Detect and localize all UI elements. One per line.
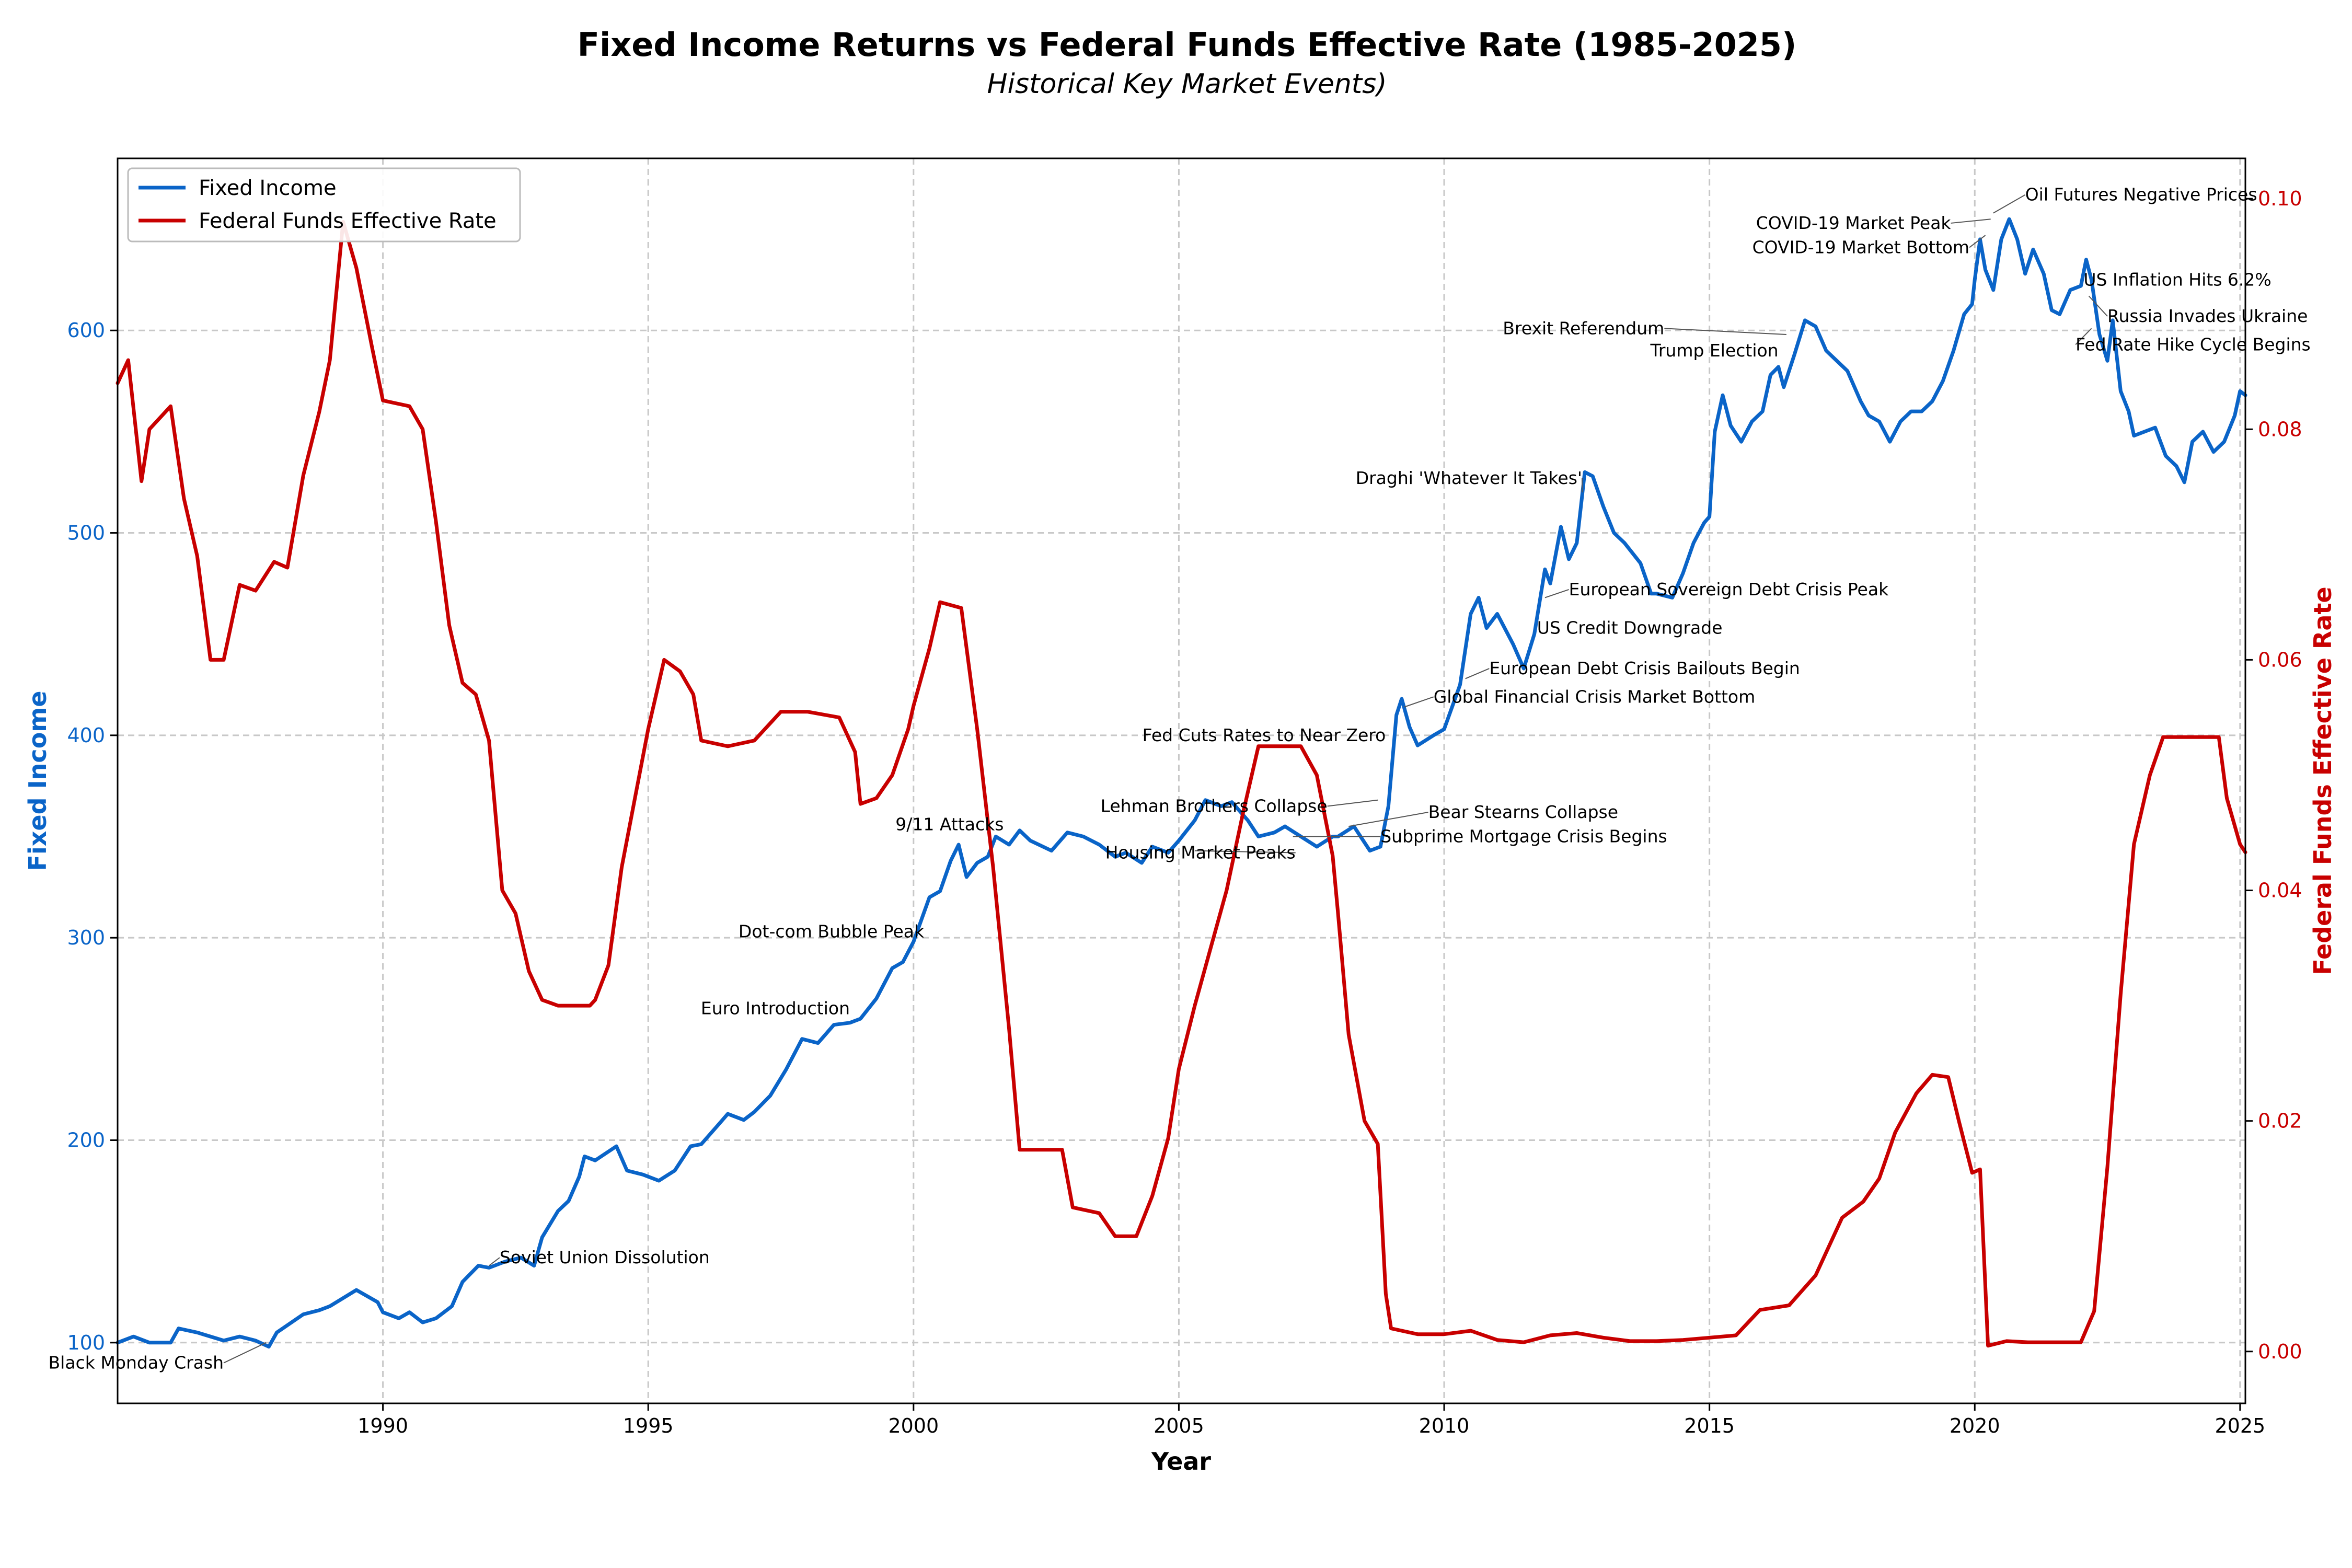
x-tick-label: 2010 bbox=[1419, 1414, 1470, 1437]
annotation-label: European Debt Crisis Bailouts Begin bbox=[1489, 658, 1800, 678]
left-y-tick-label: 600 bbox=[67, 319, 105, 342]
legend: Fixed Income Federal Funds Effective Rat… bbox=[127, 167, 521, 243]
annotation-label: US Credit Downgrade bbox=[1537, 618, 1723, 638]
annotation-label: Bear Stearns Collapse bbox=[1428, 802, 1618, 822]
left-y-tick-label: 300 bbox=[67, 926, 105, 949]
annotation-arrow bbox=[1544, 589, 1569, 598]
annotation-arrow bbox=[223, 1342, 267, 1364]
legend-label-fed-rate: Federal Funds Effective Rate bbox=[199, 209, 497, 233]
plot-frame bbox=[117, 157, 2246, 1404]
annotation-label: Global Financial Crisis Market Bottom bbox=[1434, 686, 1756, 707]
annotation-label: COVID-19 Market Peak bbox=[1756, 213, 1952, 233]
chart-title: Fixed Income Returns vs Federal Funds Ef… bbox=[578, 26, 1797, 64]
annotation-arrow bbox=[1993, 194, 2026, 214]
annotation-label: Lehman Brothers Collapse bbox=[1101, 795, 1328, 816]
grid-lines bbox=[118, 158, 2245, 1403]
right-y-tick-label: 0.04 bbox=[2258, 879, 2302, 902]
x-axis-label: Year bbox=[1151, 1447, 1211, 1475]
annotation-label: Trump Election bbox=[1650, 340, 1779, 361]
plot-series bbox=[116, 217, 2247, 1349]
annotation-arrow bbox=[489, 1257, 500, 1266]
left-y-tick-label: 500 bbox=[67, 522, 105, 545]
left-y-tick-label: 100 bbox=[67, 1331, 105, 1354]
annotation-label: European Sovereign Debt Crisis Peak bbox=[1569, 579, 1889, 599]
annotation-label: Subprime Mortgage Crisis Begins bbox=[1380, 826, 1667, 847]
annotation-label: Dot-com Bubble Peak bbox=[739, 921, 925, 942]
annotation-arrow bbox=[1404, 696, 1434, 708]
right-y-axis: 0.00 0.02 0.04 0.06 0.08 0.10 bbox=[2245, 187, 2302, 1363]
annotation-label: Soviet Union Dissolution bbox=[500, 1247, 710, 1267]
fed-rate-line bbox=[116, 220, 2247, 1348]
x-tick-label: 1995 bbox=[623, 1414, 674, 1437]
right-y-tick-label: 0.10 bbox=[2258, 187, 2302, 210]
annotation-label: Housing Market Peaks bbox=[1105, 842, 1296, 862]
right-y-tick-label: 0.02 bbox=[2258, 1110, 2302, 1133]
legend-label-fixed-income: Fixed Income bbox=[199, 176, 337, 200]
legend-box bbox=[127, 167, 521, 243]
annotation-arrow bbox=[1664, 328, 1786, 335]
chart-subtitle: Historical Key Market Events) bbox=[987, 68, 1387, 100]
annotation-label: Brexit Referendum bbox=[1503, 318, 1664, 338]
annotation-label: Russia Invades Ukraine bbox=[2107, 306, 2308, 326]
annotation-label: Draghi 'Whatever It Takes' bbox=[1356, 468, 1582, 488]
annotation-arrow bbox=[1951, 218, 1991, 224]
annotation-arrow bbox=[2088, 295, 2108, 317]
x-tick-label: 1990 bbox=[358, 1414, 408, 1437]
annotation-arrow bbox=[1465, 668, 1490, 679]
annotation-label: Fed Rate Hike Cycle Begins bbox=[2076, 334, 2311, 354]
fixed-income-line bbox=[116, 217, 2247, 1349]
annotations: Black Monday Crash Soviet Union Dissoluti… bbox=[49, 185, 2311, 1373]
x-tick-label: 2020 bbox=[1950, 1414, 2000, 1437]
left-y-axis-label: Fixed Income bbox=[24, 691, 52, 871]
annotation-label: COVID-19 Market Bottom bbox=[1753, 237, 1970, 257]
annotation-label: Oil Futures Negative Prices bbox=[2025, 185, 2257, 205]
x-tick-label: 2005 bbox=[1154, 1414, 1204, 1437]
annotation-arrow bbox=[1327, 799, 1378, 807]
right-y-tick-label: 0.08 bbox=[2258, 418, 2302, 441]
left-y-axis: 100 200 300 400 500 600 bbox=[67, 319, 118, 1354]
right-y-axis-label: Federal Funds Effective Rate bbox=[2309, 586, 2337, 975]
x-axis: 1990 1995 2000 2005 2010 2015 2020 2025 bbox=[358, 1403, 2265, 1437]
annotation-arrow bbox=[1194, 850, 1296, 854]
annotation-arrow bbox=[1969, 235, 1986, 248]
left-y-tick-label: 400 bbox=[67, 724, 105, 747]
annotation-arrow bbox=[1348, 812, 1428, 827]
annotation-label: Fed Cuts Rates to Near Zero bbox=[1143, 725, 1386, 745]
annotation-arrow bbox=[2075, 328, 2092, 345]
annotation-label: Black Monday Crash bbox=[49, 1353, 224, 1373]
x-tick-label: 2025 bbox=[2215, 1414, 2265, 1437]
annotation-label: US Inflation Hits 6.2% bbox=[2083, 269, 2271, 290]
right-y-tick-label: 0.06 bbox=[2258, 648, 2302, 671]
annotation-label: Euro Introduction bbox=[701, 998, 850, 1019]
right-y-tick-label: 0.00 bbox=[2258, 1340, 2302, 1363]
left-y-tick-label: 200 bbox=[67, 1128, 105, 1151]
annotation-label: 9/11 Attacks bbox=[895, 814, 1004, 834]
x-tick-label: 2015 bbox=[1684, 1414, 1735, 1437]
x-tick-label: 2000 bbox=[888, 1414, 939, 1437]
